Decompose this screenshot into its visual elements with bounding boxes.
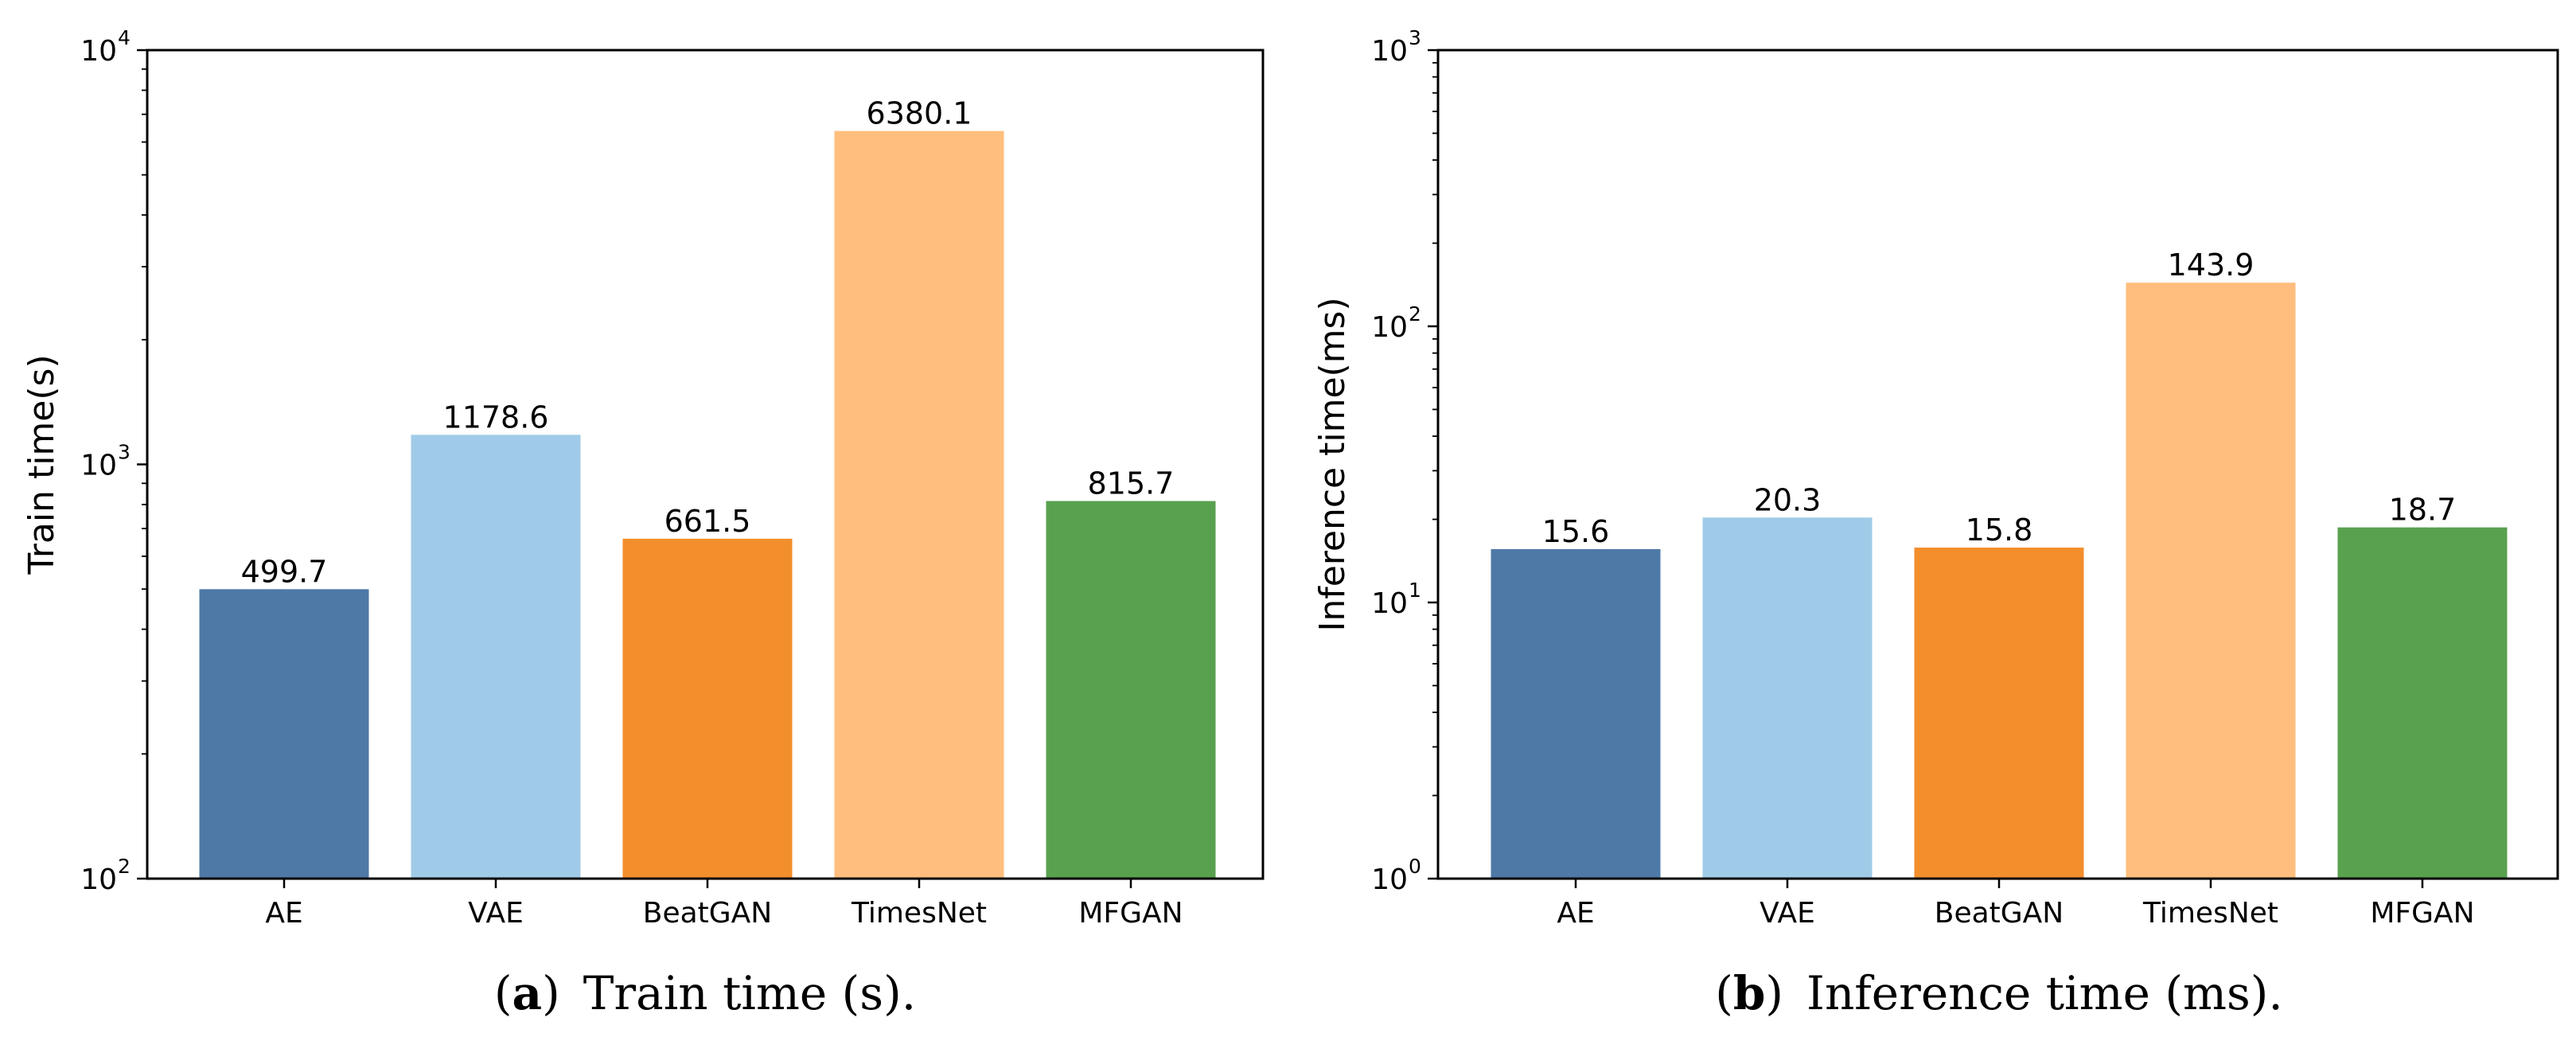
y-axis-label: Train time(s) [21, 354, 62, 575]
y-tick-label: 10 [1371, 587, 1408, 620]
bar-ae [199, 589, 369, 879]
bar-value-label: 815.7 [1088, 466, 1175, 501]
figure-caption: (a) Train time (s). [494, 966, 916, 1020]
y-tick-exponent: 3 [118, 441, 131, 464]
x-tick-label: TimesNet [2142, 897, 2278, 930]
x-tick-label: BeatGAN [643, 897, 772, 930]
plot-frame [1436, 49, 2559, 880]
bar-value-label: 15.8 [1966, 513, 2033, 548]
y-tick-exponent: 3 [1409, 26, 1421, 49]
bar-value-label: 20.3 [1754, 482, 1822, 517]
y-axis-label: Inference time(ms) [1312, 297, 1353, 631]
bar-mfgan [1046, 501, 1216, 879]
x-tick-label: TimesNet [851, 897, 987, 930]
x-tick-label: BeatGAN [1935, 897, 2064, 930]
y-tick-exponent: 2 [1409, 302, 1421, 326]
plot-frame [146, 49, 1265, 880]
x-tick-label: AE [1557, 897, 1594, 930]
bar-value-label: 6380.1 [867, 96, 972, 131]
bar-value-label: 661.5 [664, 504, 751, 539]
bar-beatgan [1914, 548, 2084, 879]
bar-value-label: 1178.6 [443, 400, 549, 435]
y-tick-label: 10 [80, 864, 117, 896]
x-tick-label: MFGAN [1078, 897, 1183, 930]
y-tick-exponent: 0 [1409, 855, 1421, 878]
y-tick-label: 10 [1371, 864, 1408, 896]
chart-panel-train-time: 499.7 AE 1178.6 VAE 661.5 BeatGAN 6380.1 TimesN… [21, 26, 1265, 1020]
y-tick-label: 10 [1371, 35, 1408, 68]
chart-panel-inference-time: 15.6 AE 20.3 VAE 15.8 BeatGAN 143.9 TimesNet 18.… [1312, 26, 2559, 1020]
y-tick-label: 10 [80, 35, 117, 68]
bar-timesnet [2126, 283, 2296, 879]
bar-beatgan [622, 538, 793, 879]
x-tick-label: AE [265, 897, 302, 930]
bar-timesnet [834, 131, 1004, 879]
x-tick-label: MFGAN [2370, 897, 2474, 930]
y-tick-exponent: 1 [1409, 579, 1421, 602]
bar-vae [411, 435, 581, 879]
bar-value-label: 499.7 [241, 554, 328, 589]
figure-caption: (b) Inference time (ms). [1715, 966, 2283, 1020]
bar-vae [1702, 517, 1873, 879]
y-tick-label: 10 [80, 450, 117, 482]
y-tick-exponent: 4 [118, 26, 131, 49]
y-tick-exponent: 2 [118, 855, 131, 878]
bar-value-label: 143.9 [2168, 248, 2254, 283]
y-tick-label: 10 [1371, 311, 1408, 344]
bar-ae [1491, 548, 1661, 879]
bar-mfgan [2337, 527, 2508, 879]
x-tick-label: VAE [1760, 897, 1815, 930]
bar-value-label: 18.7 [2389, 493, 2457, 528]
x-tick-label: VAE [468, 897, 524, 930]
bar-value-label: 15.6 [1542, 514, 1610, 549]
